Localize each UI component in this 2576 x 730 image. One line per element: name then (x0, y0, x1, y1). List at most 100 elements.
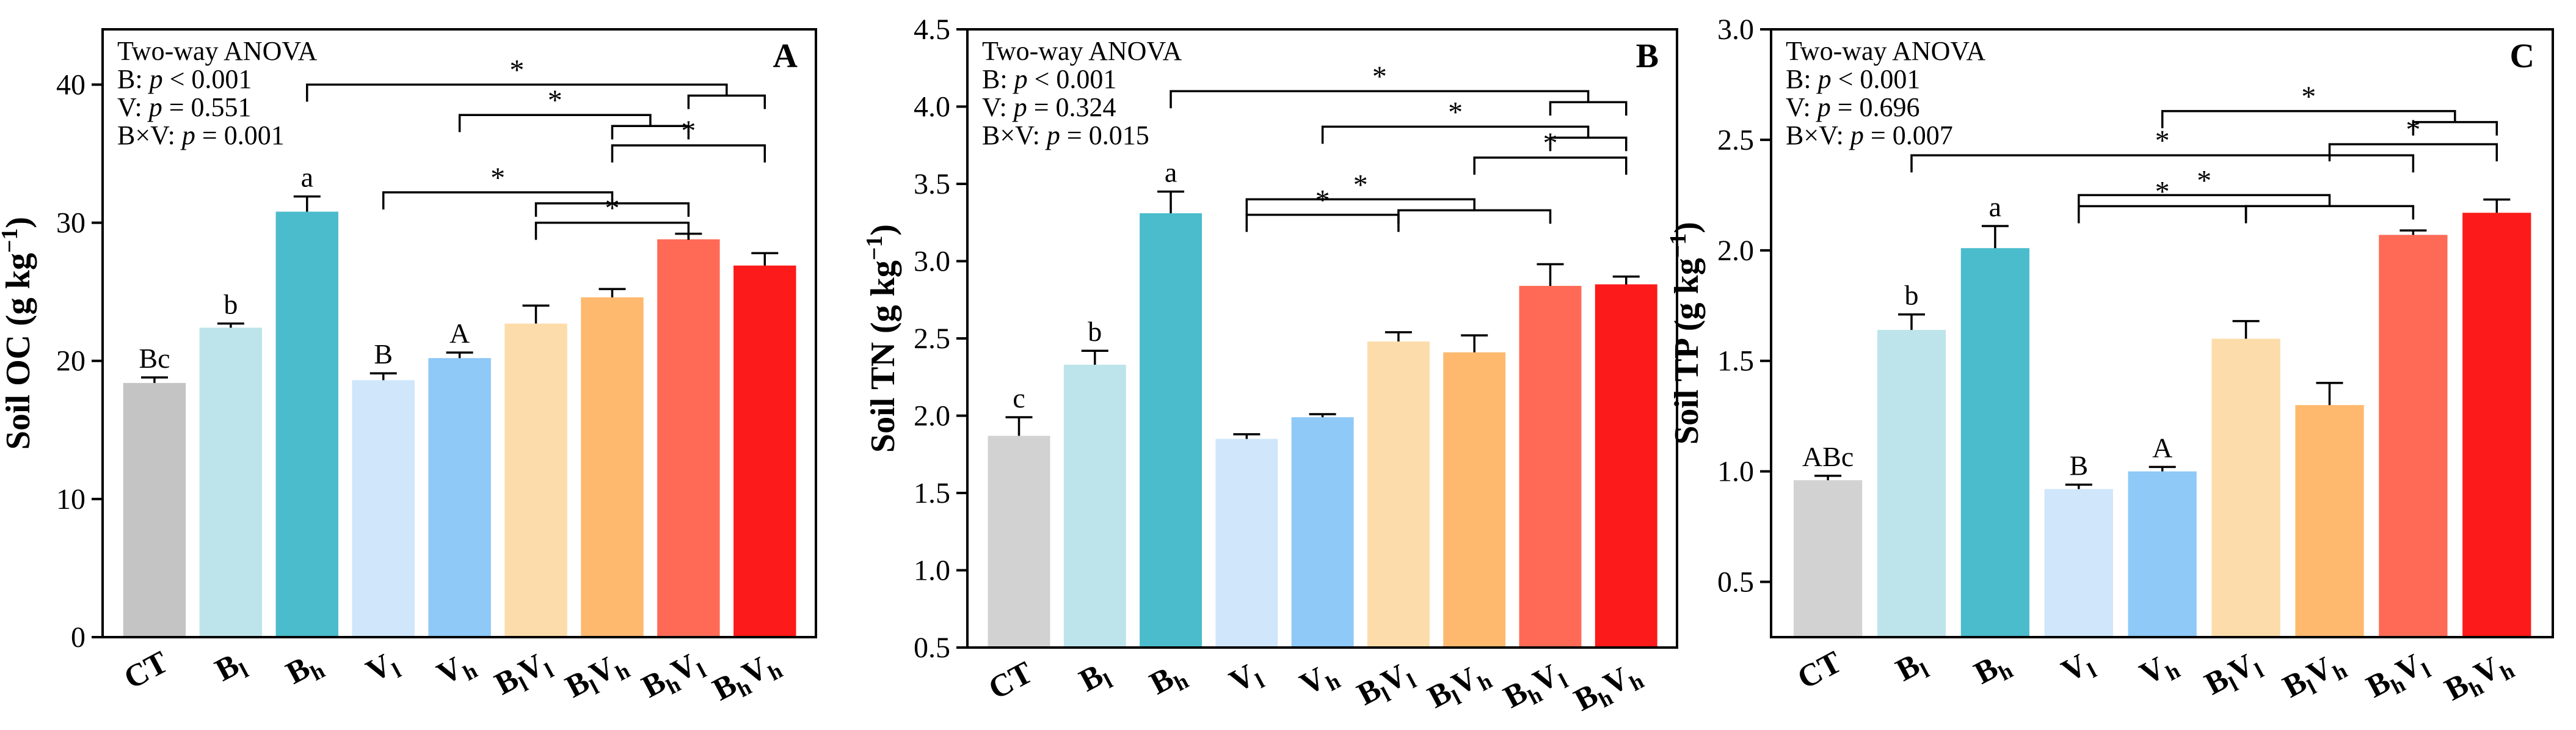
anova-line-2: B×V: p = 0.015 (982, 120, 1149, 150)
y-axis-label-text: Soil TP (g kg (1668, 258, 1706, 445)
bar-8 (733, 265, 796, 637)
anova-title: Two-way ANOVA (117, 36, 318, 66)
anova-title: Two-way ANOVA (1786, 36, 1986, 66)
anova-stat: p (148, 64, 163, 94)
significance-letter-3: B (374, 338, 393, 370)
y-axis-label: Soil TN (g kg−1) (862, 224, 902, 453)
anova-prefix: V: (982, 92, 1014, 122)
x-tick-label-6: BlVh (560, 644, 634, 709)
error-bar-5 (1384, 331, 1412, 342)
error-bar-2 (293, 195, 321, 212)
bar-0 (123, 382, 186, 637)
error-bar-0 (140, 376, 168, 383)
comparison-bracket-4 (534, 221, 690, 240)
y-tick-label-2: 1.5 (1717, 345, 1754, 378)
y-tick-label-5: 3.0 (914, 246, 950, 278)
y-tick-label-3: 2.0 (914, 400, 950, 433)
x-tick-main: CT (1792, 644, 1847, 696)
comparison-bracket-2 (611, 144, 766, 162)
comparison-star-4: * (1315, 184, 1330, 217)
anova-rest: < 0.001 (1832, 64, 1921, 94)
anova-line-1: V: p = 0.696 (1786, 92, 1920, 122)
bar-1 (1063, 365, 1126, 648)
anova-rest: = 0.007 (1864, 120, 1953, 150)
anova-prefix: B: (117, 64, 150, 94)
comparison-bracket-4 (2078, 205, 2247, 224)
y-axis-label-text: Soil TN (g kg (864, 260, 902, 453)
comparison-star-4: * (2155, 175, 2170, 208)
bar-3 (2044, 489, 2113, 637)
anova-prefix: B: (1786, 64, 1818, 94)
x-tick-label-0: CT (1792, 644, 1847, 696)
y-tick-label-4: 2.5 (914, 323, 950, 355)
significance-letter-0: c (1013, 382, 1025, 414)
bar-0 (1793, 480, 1863, 637)
bar-5 (1367, 341, 1430, 648)
comparison-bracket-1 (2328, 143, 2498, 162)
comparison-bracket-1 (458, 114, 690, 140)
panel-label: A (773, 37, 798, 75)
x-tick-label-0: CT (118, 644, 174, 696)
error-bar-1 (1081, 349, 1108, 365)
y-tick-label-3: 2.0 (1717, 235, 1754, 267)
anova-stat: p (1013, 64, 1028, 94)
error-bar-3 (1233, 433, 1261, 439)
x-tick-label-7: BhVl (2361, 644, 2435, 709)
panel-b: c b a 0.5 1.0 1.5 2.0 2.5 3.0 3.5 4.0 4.5 Soil TN (g… (862, 13, 1678, 719)
error-bar-4 (2148, 465, 2176, 472)
panel-label: B (1636, 37, 1659, 75)
comparison-star-2: * (1543, 127, 1557, 159)
x-tick-label-4: Vh (2134, 644, 2184, 696)
significance-letter-2: a (1989, 191, 2001, 222)
comparison-star-1: * (548, 84, 562, 117)
x-tick-label-5: BlVl (1352, 655, 1420, 717)
x-tick-label-3: Vl (2056, 644, 2101, 693)
error-bar-1 (1897, 313, 1925, 330)
error-bar-6 (2316, 382, 2343, 406)
bar-6 (581, 297, 644, 637)
bar-5 (504, 323, 567, 637)
bar-4 (2128, 471, 2197, 637)
x-tick-label-4: Vh (432, 644, 481, 696)
anova-rest: = 0.696 (1831, 92, 1920, 122)
bar-2 (275, 211, 339, 637)
anova-prefix: V: (117, 92, 149, 122)
significance-letter-0: Bc (139, 343, 170, 374)
x-tick-label-1: Bl (209, 644, 252, 692)
significance-letter-1: b (224, 289, 238, 320)
y-tick-label-0: 0.5 (914, 632, 950, 664)
comparison-star-1: * (2406, 114, 2420, 146)
x-tick-label-1: Bl (1074, 655, 1116, 703)
anova-rest: = 0.324 (1027, 92, 1116, 122)
comparison-star-3: * (2197, 164, 2211, 197)
significance-letter-0: ABc (1802, 441, 1854, 472)
comparison-star-4: * (605, 192, 619, 225)
error-bar-8 (2483, 198, 2511, 213)
y-axis-label: Soil OC (g kg−1) (0, 217, 37, 450)
panel-label: C (2510, 37, 2534, 75)
x-tick-label-6: BlVh (2277, 644, 2351, 709)
anova-line-2: B×V: p = 0.001 (117, 120, 285, 150)
anova-stat: p (1816, 64, 1832, 94)
bar-5 (2211, 338, 2280, 637)
comparison-star-0: * (509, 54, 524, 86)
y-tick-label-6: 3.5 (914, 168, 950, 200)
anova-stat: p (180, 120, 195, 150)
x-tick-main: CT (983, 655, 1039, 706)
error-bar-8 (751, 252, 779, 266)
plot-frame (966, 28, 1678, 649)
y-tick-label-0: 0.5 (1717, 566, 1754, 599)
comparison-star-2: * (681, 115, 696, 147)
x-tick-label-2: Bh (280, 644, 329, 695)
significance-letter-2: a (1165, 157, 1177, 188)
anova-rest: = 0.001 (195, 120, 285, 150)
anova-title: Two-way ANOVA (982, 36, 1182, 66)
comparison-star-0: * (2301, 81, 2316, 113)
significance-letter-1: b (1088, 316, 1102, 347)
x-tick-label-6: BlVh (1422, 655, 1496, 719)
comparison-bracket-4 (1245, 213, 1400, 232)
bar-2 (1140, 213, 1202, 648)
x-tick-label-4: Vh (1295, 655, 1344, 706)
x-tick-label-8: BhVh (2439, 644, 2519, 712)
